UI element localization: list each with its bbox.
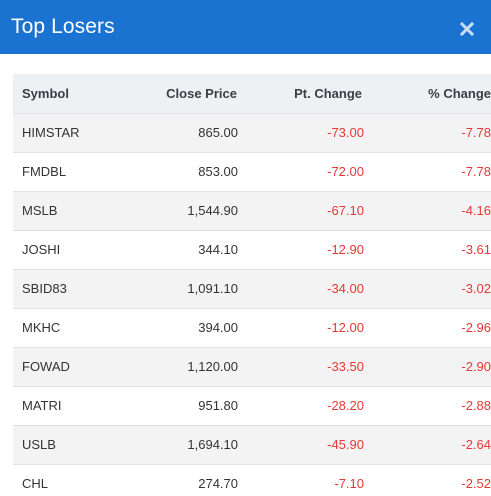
cell-pct-change: -2.64	[461, 437, 491, 452]
table-body: HIMSTAR 865.00 -73.00 -7.78 FMDBL 853.00 -72.0…	[13, 113, 491, 496]
cell-pct-change: -2.96	[461, 320, 491, 335]
cell-close-price: 951.80	[198, 398, 238, 413]
table-row[interactable]: MKHC 394.00 -12.00 -2.96	[13, 308, 491, 347]
cell-close-price: 274.70	[198, 476, 238, 492]
cell-pt-change: -72.00	[327, 164, 364, 179]
table-row[interactable]: FMDBL 853.00 -72.00 -7.78	[13, 152, 491, 191]
table-row[interactable]: JOSHI 344.10 -12.90 -3.61	[13, 230, 491, 269]
cell-close-price: 853.00	[198, 164, 238, 179]
cell-pct-change: -2.88	[461, 398, 491, 413]
cell-symbol: SBID83	[22, 281, 67, 296]
cell-pt-change: -33.50	[327, 359, 364, 374]
cell-pt-change: -28.20	[327, 398, 364, 413]
close-button[interactable]	[455, 17, 479, 41]
cell-close-price: 1,120.00	[187, 359, 238, 374]
cell-close-price: 1,544.90	[187, 203, 238, 218]
column-header-pct-change[interactable]: % Change	[428, 85, 491, 101]
cell-symbol: CHL	[22, 476, 49, 492]
cell-close-price: 344.10	[198, 242, 238, 257]
cell-symbol: JOSHI	[22, 242, 61, 257]
cell-symbol: MATRI	[22, 398, 62, 413]
cell-close-price: 394.00	[198, 320, 238, 335]
cell-symbol: FMDBL	[22, 164, 67, 179]
cell-pct-change: -7.78	[461, 164, 491, 179]
cell-pt-change: -7.10	[334, 476, 364, 492]
cell-symbol: USLB	[22, 437, 56, 452]
cell-pct-change: -2.52	[461, 476, 491, 492]
close-icon	[460, 22, 474, 36]
cell-pt-change: -45.90	[327, 437, 364, 452]
table-header-row: Symbol Close Price Pt. Change % Change	[13, 74, 491, 113]
cell-pct-change: -2.90	[461, 359, 491, 374]
cell-pt-change: -73.00	[327, 125, 364, 140]
cell-pt-change: -12.00	[327, 320, 364, 335]
modal-title: Top Losers	[11, 15, 115, 38]
table-row[interactable]: MATRI 951.80 -28.20 -2.88	[13, 386, 491, 425]
table-row[interactable]: FOWAD 1,120.00 -33.50 -2.90	[13, 347, 491, 386]
cell-pct-change: -7.78	[461, 125, 491, 140]
column-header-close-price[interactable]: Close Price	[166, 85, 237, 101]
cell-pct-change: -3.61	[461, 242, 491, 257]
cell-pct-change: -4.16	[461, 203, 491, 218]
cell-symbol: MKHC	[22, 320, 61, 335]
losers-table-container: Symbol Close Price Pt. Change % Change H…	[13, 74, 491, 496]
cell-close-price: 865.00	[198, 125, 238, 140]
column-header-pt-change[interactable]: Pt. Change	[294, 85, 362, 101]
column-header-symbol[interactable]: Symbol	[22, 85, 69, 101]
losers-table: Symbol Close Price Pt. Change % Change H…	[13, 74, 491, 496]
table-row[interactable]: CHL 274.70 -7.10 -2.52	[13, 464, 491, 496]
table-row[interactable]: USLB 1,694.10 -45.90 -2.64	[13, 425, 491, 464]
cell-pt-change: -34.00	[327, 281, 364, 296]
cell-close-price: 1,091.10	[187, 281, 238, 296]
table-row[interactable]: MSLB 1,544.90 -67.10 -4.16	[13, 191, 491, 230]
cell-pt-change: -12.90	[327, 242, 364, 257]
cell-pt-change: -67.10	[327, 203, 364, 218]
cell-pct-change: -3.02	[461, 281, 491, 296]
cell-symbol: MSLB	[22, 203, 58, 218]
cell-symbol: FOWAD	[22, 359, 70, 374]
table-row[interactable]: HIMSTAR 865.00 -73.00 -7.78	[13, 113, 491, 152]
modal-header: Top Losers	[0, 0, 491, 54]
table-row[interactable]: SBID83 1,091.10 -34.00 -3.02	[13, 269, 491, 308]
cell-close-price: 1,694.10	[187, 437, 238, 452]
cell-symbol: HIMSTAR	[22, 125, 80, 140]
